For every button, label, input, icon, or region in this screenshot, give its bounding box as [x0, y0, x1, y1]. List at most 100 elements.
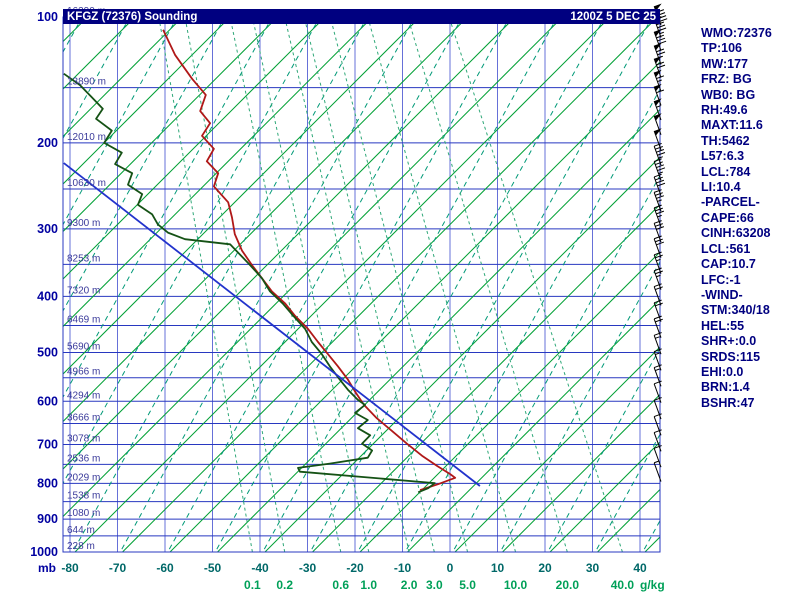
height-label: 2536 m: [67, 453, 100, 464]
stat-line: RH:49.6: [701, 103, 748, 118]
height-label: 644 m: [67, 525, 95, 536]
stat-line: CAPE:66: [701, 210, 754, 225]
wind-barb-icon: [653, 173, 666, 196]
wind-barb-icon: [653, 220, 665, 243]
stat-line: LCL:561: [701, 241, 751, 256]
wind-barb-icon: [653, 29, 667, 51]
temp-tick-label: -40: [251, 561, 269, 575]
pressure-tick-label: 100: [37, 10, 58, 24]
adiabat-line: [63, 17, 279, 233]
adiabat-line: [63, 17, 374, 328]
wind-barb-icon: [653, 158, 666, 181]
wind-barb-icon: [653, 56, 666, 78]
height-label: 3666 m: [67, 412, 100, 423]
height-label: 2029 m: [67, 472, 100, 483]
adiabat-line: [169, 61, 660, 552]
stat-line: WMO:72376: [701, 26, 772, 40]
mixing-ratio-label: 0.2: [276, 578, 293, 592]
wind-barb-icon: [653, 98, 662, 121]
wind-barb-icon: [653, 204, 665, 227]
wind-barb-icon: [653, 429, 662, 452]
mixing-ratio-label: 5.0: [459, 578, 476, 592]
wind-barb-icon: [653, 413, 662, 436]
mixing-ratio-line: [367, 17, 517, 552]
stat-line: SHR+:0.0: [701, 334, 757, 349]
pressure-unit-label: mb: [38, 561, 56, 575]
mixing-ratio-label: 2.0: [401, 578, 418, 592]
pressure-tick-label: 600: [37, 394, 58, 408]
pressure-tick-label: 700: [37, 437, 58, 451]
temp-tick-label: -70: [109, 561, 127, 575]
adiabat-line: [216, 108, 660, 552]
temp-tick-label: 30: [586, 561, 600, 575]
stat-line: LCL:784: [701, 164, 751, 179]
mixing-unit-label: g/kg: [640, 578, 665, 592]
temp-tick-label: -30: [299, 561, 317, 575]
moist-adiabat-line: [594, 433, 660, 552]
mixing-ratio-line: [229, 17, 342, 552]
moist-adiabat-line: [63, 17, 273, 399]
wind-barb-icon: [653, 83, 665, 106]
temp-tick-label: 0: [447, 561, 454, 575]
adiabat-line: [63, 17, 469, 423]
stat-line: MW:177: [701, 56, 749, 71]
wind-barb-icon: [653, 113, 662, 135]
moist-adiabat-line: [167, 17, 463, 552]
moist-adiabat-line: [63, 17, 321, 485]
height-label: 7320 m: [67, 285, 100, 296]
stat-line: TH:5462: [701, 133, 750, 148]
mixing-ratio-label: 40.0: [611, 578, 635, 592]
stat-line: BSHR:47: [701, 395, 755, 410]
chart-title-bar: KFGZ (72376) Sounding 1200Z 5 DEC 25: [63, 9, 660, 24]
mixing-ratio-label: 0.6: [332, 578, 349, 592]
height-label: 6469 m: [67, 315, 100, 326]
mixing-ratio-line: [184, 17, 286, 552]
height-label: 4966 m: [67, 367, 100, 378]
temp-tick-label: 40: [633, 561, 647, 575]
temp-tick-label: -50: [204, 561, 222, 575]
stat-line: L57:6.3: [701, 149, 745, 164]
adiabat-line: [549, 441, 660, 552]
adiabat-line: [63, 17, 231, 185]
pressure-tick-label: 400: [37, 289, 58, 303]
indices-panel: WMO:72376 TP:106 MW:177 FRZ: BG WB0: BG RH:49…: [701, 26, 772, 411]
wind-barb-icon: [653, 315, 663, 338]
pressure-tick-label: 1000: [30, 545, 58, 559]
adiabat-line: [454, 346, 660, 552]
axis-labels: 100200300400500600700800900100016390 m13…: [30, 6, 664, 592]
adiabat-line: [406, 298, 660, 552]
mixing-ratio-line: [158, 17, 253, 552]
adiabat-line: [63, 17, 421, 375]
stat-line: FRZ: BG: [701, 72, 752, 87]
wind-barb-icon: [653, 128, 662, 150]
temp-tick-label: 20: [538, 561, 552, 575]
mixing-ratio-line: [329, 17, 469, 552]
temp-tick-label: 10: [491, 561, 505, 575]
stat-line: SRDS:115: [701, 349, 761, 364]
stat-line: HEL:55: [701, 318, 745, 333]
adiabat-line: [311, 203, 660, 552]
stat-line: EHI:0.0: [701, 364, 744, 379]
height-label: 10630 m: [67, 178, 106, 189]
stat-line: LI:10.4: [701, 180, 741, 195]
stat-line: WB0: BG: [701, 87, 756, 102]
moist-adiabat-line: [119, 17, 416, 552]
stat-line: TP:106: [701, 41, 742, 56]
height-label: 13890 m: [67, 77, 106, 88]
wind-barb-icon: [653, 142, 666, 166]
height-label: 8253 m: [67, 253, 100, 264]
pressure-tick-label: 500: [37, 346, 58, 360]
dewpoint-trace: [63, 72, 436, 494]
moist-adiabat-line: [0, 12, 38, 557]
height-label: 12010 m: [67, 132, 106, 143]
stat-line: LFC:-1: [701, 272, 741, 287]
wind-barb-icon: [653, 267, 663, 290]
height-label: 1538 m: [67, 491, 100, 502]
adiabat-line: [501, 393, 660, 552]
temp-tick-label: -60: [156, 561, 174, 575]
mixing-ratio-label: 0.1: [244, 578, 261, 592]
adiabat-line: [359, 251, 660, 552]
height-label: 228 m: [67, 541, 95, 552]
stat-line: STM:340/18: [701, 303, 770, 318]
